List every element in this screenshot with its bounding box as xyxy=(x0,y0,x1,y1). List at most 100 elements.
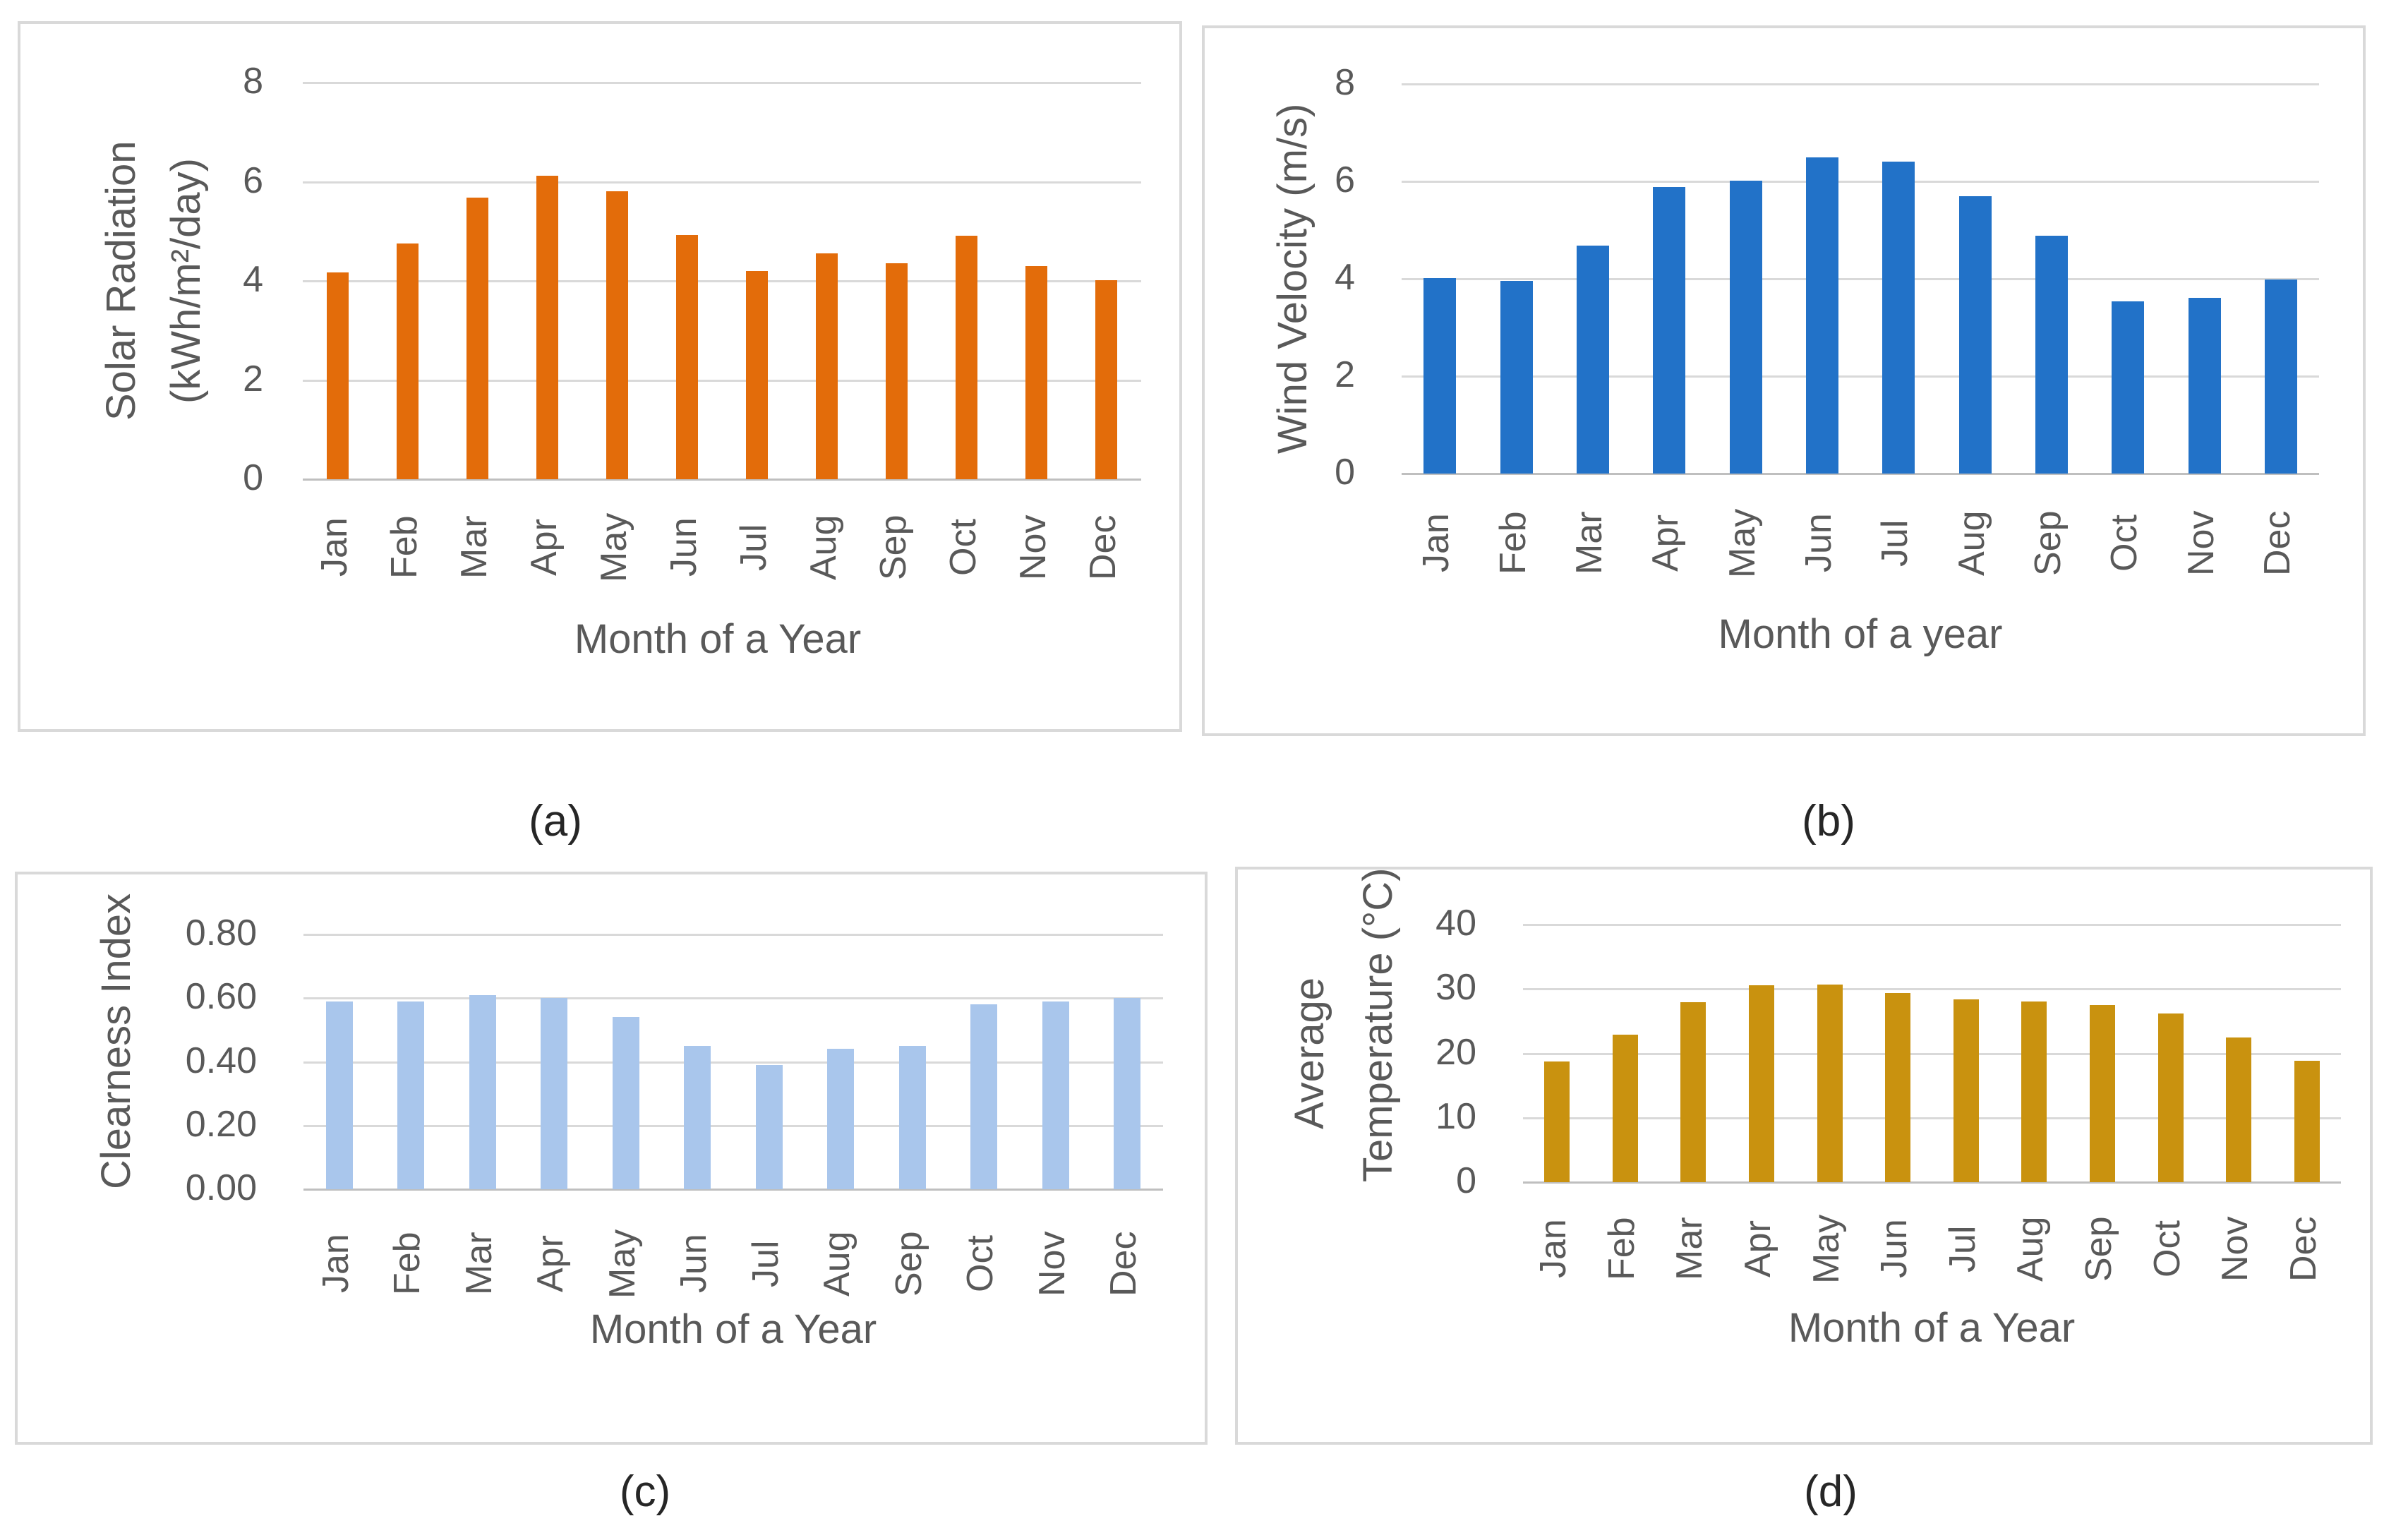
caption-b: (b) xyxy=(1802,797,1855,846)
bar-Jan xyxy=(1423,278,1457,474)
x-tick-label-May: May xyxy=(593,512,634,582)
x-tick-label-Nov: Nov xyxy=(1031,1231,1073,1297)
y-axis-title-line-2: Temperature (°C) xyxy=(1355,867,1401,1182)
bar-Apr xyxy=(1653,186,1686,474)
gridline xyxy=(303,181,1141,184)
x-tick-label-Apr: Apr xyxy=(530,1235,572,1292)
chart-panel-b: 0 2 4 6 8 Jan Feb Mar Apr May Jun Jul Aug Sep Oct Nov De… xyxy=(1202,25,2366,736)
bar-Oct xyxy=(956,236,977,479)
x-tick-label-Jan: Jan xyxy=(1416,513,1457,573)
bar-Nov xyxy=(2188,297,2221,474)
x-tick-label-Jan: Jan xyxy=(315,1234,356,1294)
x-tick-label-Oct: Oct xyxy=(2104,515,2145,572)
x-tick-label-Jul: Jul xyxy=(1942,1225,1983,1273)
bar-Aug xyxy=(2021,1001,2047,1182)
gridline xyxy=(1523,924,2341,926)
x-tick-label-Mar: Mar xyxy=(458,1232,500,1296)
bar-Dec xyxy=(1114,998,1141,1189)
x-tick-label-Feb: Feb xyxy=(387,1232,428,1296)
y-tick-label: 4 xyxy=(243,259,263,300)
x-tick-label-Apr: Apr xyxy=(1738,1220,1779,1277)
y-axis-title-line-1: Wind Velocity (m/s) xyxy=(1270,103,1316,455)
y-tick-label: 10 xyxy=(1435,1095,1476,1137)
y-tick-label: 0.60 xyxy=(185,976,257,1018)
y-tick-label: 0 xyxy=(1335,452,1355,493)
gridline xyxy=(303,934,1163,936)
bar-Jun xyxy=(684,1045,711,1189)
x-tick-label-Feb: Feb xyxy=(1601,1217,1642,1281)
bar-Mar xyxy=(466,197,488,479)
bar-Feb xyxy=(397,1001,425,1189)
x-tick-label-Feb: Feb xyxy=(1492,511,1534,575)
x-tick-label-Apr: Apr xyxy=(523,519,565,576)
y-tick-label: 0.00 xyxy=(185,1167,257,1208)
gridline xyxy=(303,82,1141,84)
x-tick-label-May: May xyxy=(1805,1214,1847,1284)
y-tick-label: 40 xyxy=(1435,903,1476,944)
x-axis-line xyxy=(303,1189,1163,1191)
x-tick-label-Sep: Sep xyxy=(2078,1216,2119,1282)
x-tick-label-Sep: Sep xyxy=(2027,510,2069,576)
bar-Jun xyxy=(676,235,698,479)
gridline xyxy=(303,379,1141,382)
x-axis-title: Month of a Year xyxy=(589,1306,877,1352)
bar-May xyxy=(612,1017,639,1189)
x-tick-label-Jun: Jun xyxy=(663,517,704,577)
bar-Mar xyxy=(469,994,496,1189)
x-tick-label-Oct: Oct xyxy=(2146,1220,2188,1277)
y-tick-label: 0.40 xyxy=(185,1040,257,1081)
gridline xyxy=(303,280,1141,282)
bar-Sep xyxy=(2035,235,2068,474)
y-tick-label: 8 xyxy=(243,61,263,102)
y-tick-label: 20 xyxy=(1435,1031,1476,1073)
bar-Oct xyxy=(2157,1013,2184,1182)
x-tick-label-Jul: Jul xyxy=(733,524,774,571)
bar-Dec xyxy=(1095,279,1117,479)
y-tick-label: 8 xyxy=(1335,62,1355,103)
bar-Feb xyxy=(397,243,419,479)
bar-Jun xyxy=(1805,157,1838,474)
x-axis-line xyxy=(1523,1181,2341,1184)
caption-a: (a) xyxy=(529,797,582,846)
x-tick-label-Aug: Aug xyxy=(802,515,844,580)
y-tick-label: 0 xyxy=(1456,1160,1476,1201)
y-tick-label: 30 xyxy=(1435,967,1476,1009)
bar-Jan xyxy=(325,1001,353,1189)
y-tick-label: 0.80 xyxy=(185,913,257,954)
x-tick-label-Mar: Mar xyxy=(453,515,495,579)
y-tick-label: 0.20 xyxy=(185,1103,257,1145)
gridline xyxy=(303,1124,1163,1127)
y-tick-label: 6 xyxy=(1335,160,1355,200)
x-tick-label-Oct: Oct xyxy=(942,519,984,576)
x-tick-label-May: May xyxy=(1721,508,1763,578)
bar-Apr xyxy=(1749,985,1775,1182)
x-tick-label-Mar: Mar xyxy=(1669,1217,1711,1281)
bar-Apr xyxy=(536,176,558,479)
x-tick-label-Sep: Sep xyxy=(872,515,914,580)
gridline xyxy=(1402,181,2319,183)
x-tick-label-Dec: Dec xyxy=(1103,1231,1145,1297)
bar-Nov xyxy=(1025,265,1047,479)
bar-Dec xyxy=(2264,279,2297,474)
bar-Mar xyxy=(1576,246,1609,474)
x-tick-label-May: May xyxy=(601,1229,643,1299)
caption-c: (c) xyxy=(619,1467,671,1516)
x-tick-label-Sep: Sep xyxy=(888,1231,929,1297)
gridline xyxy=(303,1061,1163,1064)
x-tick-label-Nov: Nov xyxy=(2215,1216,2256,1282)
x-tick-label-Aug: Aug xyxy=(2010,1216,2052,1282)
gridline xyxy=(1523,988,2341,991)
bar-Oct xyxy=(2112,301,2145,474)
x-tick-label-Dec: Dec xyxy=(2282,1216,2324,1282)
bar-Aug xyxy=(816,253,838,479)
bar-May xyxy=(606,191,628,479)
x-tick-label-Jun: Jun xyxy=(1874,1219,1915,1279)
y-tick-label: 2 xyxy=(243,358,263,399)
y-axis-title-line-2: (kWh/m²/day) xyxy=(163,158,209,404)
chart-panel-d: 0 10 20 30 40 Jan Feb Mar Apr May Jun Jul Aug Sep Oct N… xyxy=(1235,867,2373,1445)
bar-Sep xyxy=(2089,1005,2115,1182)
gridline xyxy=(303,997,1163,1000)
bar-Jul xyxy=(755,1065,783,1189)
y-tick-label: 4 xyxy=(1335,257,1355,298)
